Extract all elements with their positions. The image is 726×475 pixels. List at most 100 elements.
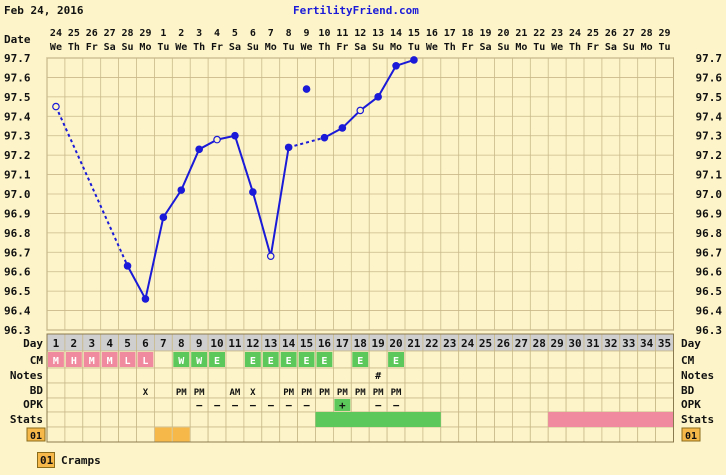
custom-cell	[368, 426, 388, 443]
weekday-label: Fr	[86, 42, 98, 53]
opk-cell	[619, 397, 639, 413]
stats-cell	[297, 411, 316, 428]
weekday-label: Fr	[587, 42, 599, 53]
cm-fill	[316, 352, 333, 367]
cycle-day-label: 32	[604, 337, 617, 350]
temp-segment	[341, 109, 361, 129]
temp-segment	[269, 147, 290, 257]
y-tick-right: 96.4	[696, 305, 723, 318]
opk-cell	[476, 397, 495, 413]
temp-segment	[144, 217, 165, 300]
notes-cell	[637, 367, 657, 384]
weekday-label: Su	[372, 42, 384, 53]
notes-cell	[279, 367, 299, 384]
cycle-day-label: 14	[282, 337, 296, 350]
cycle-day-label: 20	[389, 337, 402, 350]
opk-cell	[529, 397, 549, 413]
temp-point	[266, 252, 275, 260]
cycle-day-label: 30	[568, 337, 581, 350]
temp-segment	[162, 189, 183, 218]
cm-cell	[583, 350, 603, 369]
weekday-label: Tu	[283, 42, 295, 53]
weekday-label: We	[301, 42, 313, 53]
cm-fill	[191, 352, 208, 367]
bd-cell	[637, 382, 657, 399]
cycle-day-label: 23	[443, 337, 456, 350]
bd-mark: PM	[355, 388, 366, 398]
temp-segment	[55, 106, 129, 267]
date-label: 20	[497, 28, 509, 39]
bd-mark: PM	[301, 388, 312, 398]
opk-cell	[440, 397, 460, 413]
notes-cell	[332, 367, 352, 384]
opk-row-label-right: OPK	[681, 398, 701, 411]
temp-point	[231, 131, 239, 140]
stats-cell	[46, 411, 66, 428]
cm-cell	[422, 350, 442, 369]
notes-cell	[136, 367, 155, 384]
legend-label: Cramps	[61, 454, 101, 467]
notes-cell	[386, 367, 406, 384]
y-tick-left: 96.6	[4, 266, 31, 279]
stats-cell	[82, 411, 102, 428]
y-tick-right: 97.1	[696, 169, 723, 182]
stats-cell	[118, 411, 137, 428]
date-label: 16	[426, 28, 438, 39]
cycle-day-label: 28	[533, 337, 546, 350]
opk-cell	[171, 397, 191, 413]
date-label: 4	[214, 28, 220, 39]
temp-point	[213, 135, 221, 144]
opk-mark: −	[232, 399, 239, 412]
stats-cell	[261, 411, 281, 428]
cycle-day-label: 4	[106, 337, 113, 350]
bd-mark: AM	[230, 388, 241, 398]
notes-cell	[583, 367, 603, 384]
cycle-day-label: 9	[196, 337, 203, 350]
cm-cell	[440, 350, 460, 369]
custom-cell	[404, 426, 424, 443]
bd-cell	[64, 382, 84, 399]
temp-point	[410, 56, 418, 64]
temp-point	[392, 61, 400, 70]
cm-row-label-right: CM	[681, 354, 695, 367]
y-tick-right: 97.7	[696, 52, 723, 65]
y-tick-right: 97.3	[696, 130, 723, 143]
site-link[interactable]: FertilityFriend.com	[293, 4, 419, 17]
date-label: 22	[533, 28, 545, 39]
opk-cell	[494, 397, 513, 413]
cm-cell	[494, 350, 513, 369]
stats-cell	[153, 411, 173, 428]
stats-row-label-right: Stats	[681, 413, 714, 426]
cm-cell	[225, 350, 245, 369]
cycle-day-label: 2	[71, 337, 78, 350]
y-tick-left: 97.1	[4, 169, 31, 182]
weekday-label: We	[50, 42, 62, 53]
stats-cell	[440, 411, 460, 428]
custom-cell	[512, 426, 531, 443]
date-label: 26	[605, 28, 617, 39]
notes-cell	[189, 367, 209, 384]
notes-cell	[153, 367, 173, 384]
custom-cell	[207, 426, 227, 443]
temp-segment	[288, 136, 325, 149]
note-mark: #	[375, 371, 381, 382]
opk-mark: −	[393, 399, 400, 412]
custom-cell	[189, 426, 209, 443]
notes-cell	[118, 367, 137, 384]
date-label: 12	[354, 28, 366, 39]
cm-fill	[173, 352, 190, 367]
cm-code: E	[286, 356, 292, 367]
bd-cell	[404, 382, 424, 399]
notes-cell	[547, 367, 567, 384]
bd-mark: PM	[319, 388, 330, 398]
y-tick-right: 96.7	[696, 246, 723, 259]
cycle-day-label: 5	[124, 337, 131, 350]
cm-fill	[83, 352, 100, 367]
cycle-day-label: 10	[210, 337, 223, 350]
date-label: 21	[515, 28, 527, 39]
bd-cell	[46, 382, 66, 399]
cm-cell	[458, 350, 478, 369]
date-label: 28	[122, 28, 134, 39]
cm-cell	[547, 350, 567, 369]
